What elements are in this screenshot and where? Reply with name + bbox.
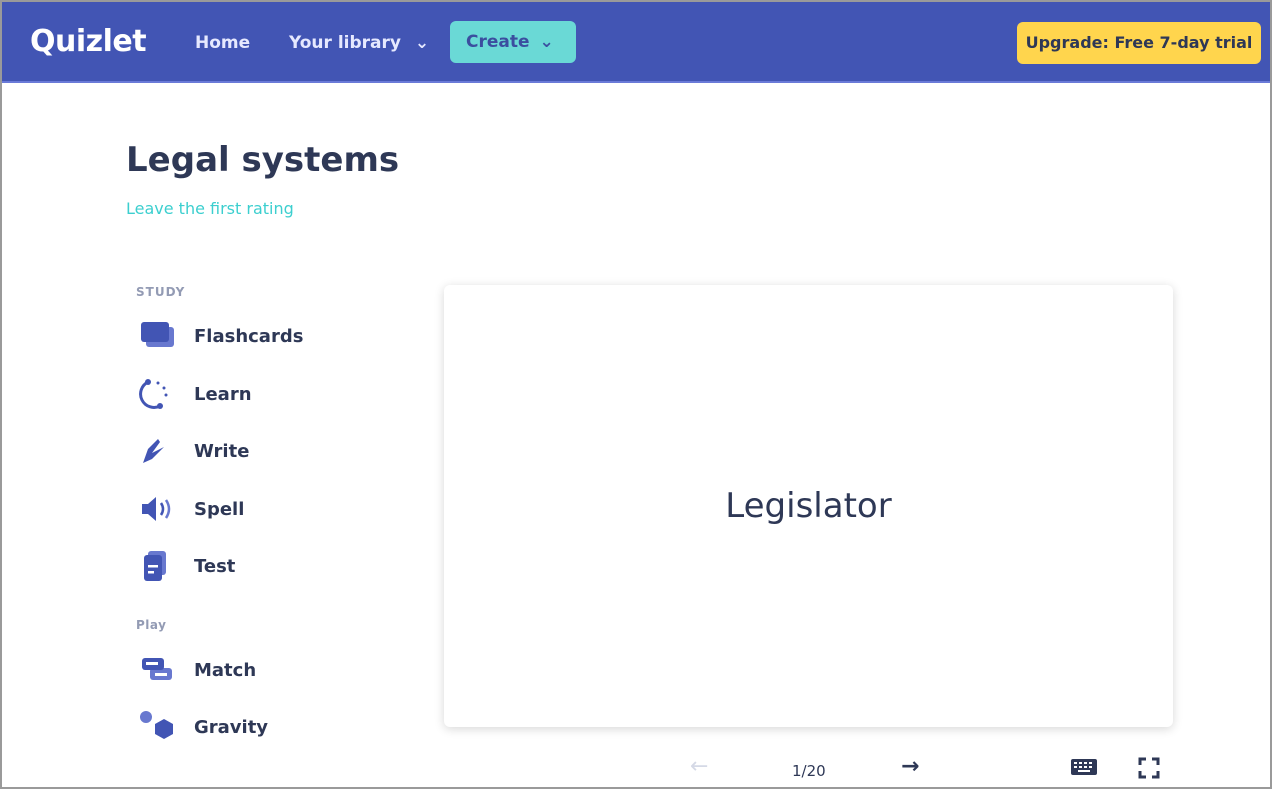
spell-label: Spell <box>194 498 245 520</box>
quizlet-logo[interactable]: Quizlet <box>30 24 147 59</box>
test-icon <box>144 551 166 581</box>
flashcards-label: Flashcards <box>194 325 304 347</box>
study-heading: STUDY <box>136 285 186 299</box>
play-heading: Play <box>136 618 167 632</box>
chevron-down-icon: ⌄ <box>414 33 430 53</box>
gravity-icon <box>140 711 173 739</box>
nav-your-library[interactable]: Your library ⌄ <box>289 33 429 53</box>
sidebar-item-learn[interactable]: Learn <box>138 376 252 412</box>
nav-your-library-label: Your library <box>289 33 401 53</box>
create-button[interactable]: Create ⌄ <box>450 21 576 63</box>
match-label: Match <box>194 659 257 681</box>
chevron-down-icon: ⌄ <box>539 32 554 52</box>
gravity-label: Gravity <box>194 716 269 738</box>
create-label: Create <box>466 32 530 52</box>
leave-rating-link[interactable]: Leave the first rating <box>126 199 294 218</box>
flashcards-icon <box>141 322 174 347</box>
upgrade-button[interactable]: Upgrade: Free 7-day trial <box>1017 22 1261 64</box>
previous-card-button[interactable]: ← <box>690 754 709 779</box>
match-icon <box>142 658 172 680</box>
nav-home[interactable]: Home <box>195 33 251 53</box>
page-title: Legal systems <box>126 140 400 180</box>
sidebar-item-test[interactable]: Test <box>138 548 235 584</box>
write-icon <box>143 439 164 463</box>
learn-icon <box>139 379 168 409</box>
spell-icon <box>142 497 171 521</box>
sidebar-item-flashcards[interactable]: Flashcards <box>138 318 303 354</box>
learn-label: Learn <box>194 383 252 405</box>
flashcard-term: Legislator <box>725 486 892 526</box>
keyboard-icon <box>1071 759 1097 775</box>
flashcard[interactable]: Legislator <box>444 285 1173 727</box>
sidebar-item-write[interactable]: Write <box>138 433 249 469</box>
keyboard-shortcuts-button[interactable] <box>1070 757 1098 781</box>
next-card-button[interactable]: → <box>901 754 920 779</box>
fullscreen-icon <box>1138 757 1160 779</box>
top-nav: Quizlet Home Your library ⌄ Create ⌄ Upgr… <box>2 2 1270 83</box>
sidebar-item-spell[interactable]: Spell <box>138 491 244 527</box>
fullscreen-button[interactable] <box>1138 757 1160 783</box>
test-label: Test <box>194 555 236 577</box>
sidebar-item-gravity[interactable]: Gravity <box>138 709 268 745</box>
card-counter: 1/20 <box>792 762 826 780</box>
write-label: Write <box>194 440 250 462</box>
sidebar-item-match[interactable]: Match <box>138 652 256 688</box>
